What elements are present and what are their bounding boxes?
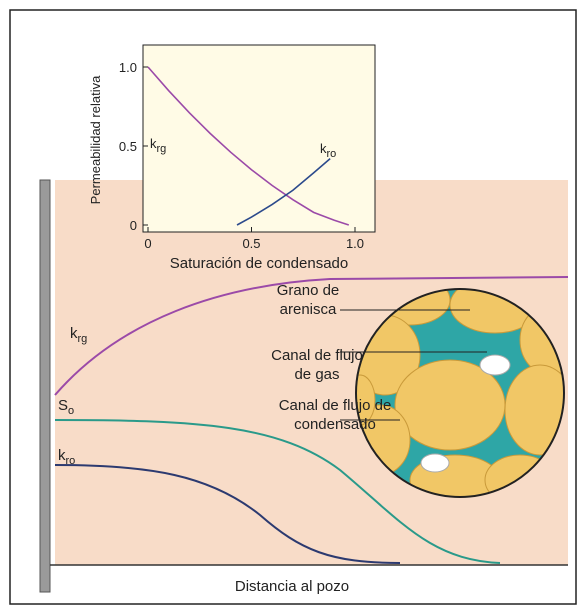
x-tick-label: 1.0: [346, 236, 364, 251]
label-main: S: [58, 397, 68, 414]
inset-plot: [143, 45, 375, 232]
label-sub: rg: [78, 333, 88, 345]
grain-label: arenisca: [280, 301, 337, 318]
y-tick-label: 0: [130, 218, 137, 233]
x-axis-title: Saturación de condensado: [170, 255, 348, 272]
grain-label: Canal de flujo de: [279, 397, 392, 414]
x-tick-label: 0: [144, 236, 151, 251]
figure: 0 0.5 1.0 0 0.5 1.0 Saturación de condensado Pe…: [0, 0, 588, 615]
grain-label: de gas: [294, 366, 339, 383]
grain-label: Canal de flujo: [271, 347, 363, 364]
y-tick-label: 1.0: [119, 60, 137, 75]
wellbore: [40, 180, 50, 592]
grain-label: Grano de: [277, 282, 340, 299]
y-tick-label: 0.5: [119, 139, 137, 154]
distance-label: Distancia al pozo: [235, 578, 349, 595]
page: {"chart_data": {"type": "line", "y_label…: [0, 0, 588, 615]
grain-label: condensado: [294, 416, 376, 433]
label-sub: o: [68, 405, 74, 417]
x-tick-label: 0.5: [242, 236, 260, 251]
label-sub: ro: [327, 148, 337, 160]
label-sub: ro: [66, 455, 76, 467]
y-axis-title: Permeabilidad relativa: [88, 75, 103, 204]
label-sub: rg: [157, 143, 167, 155]
